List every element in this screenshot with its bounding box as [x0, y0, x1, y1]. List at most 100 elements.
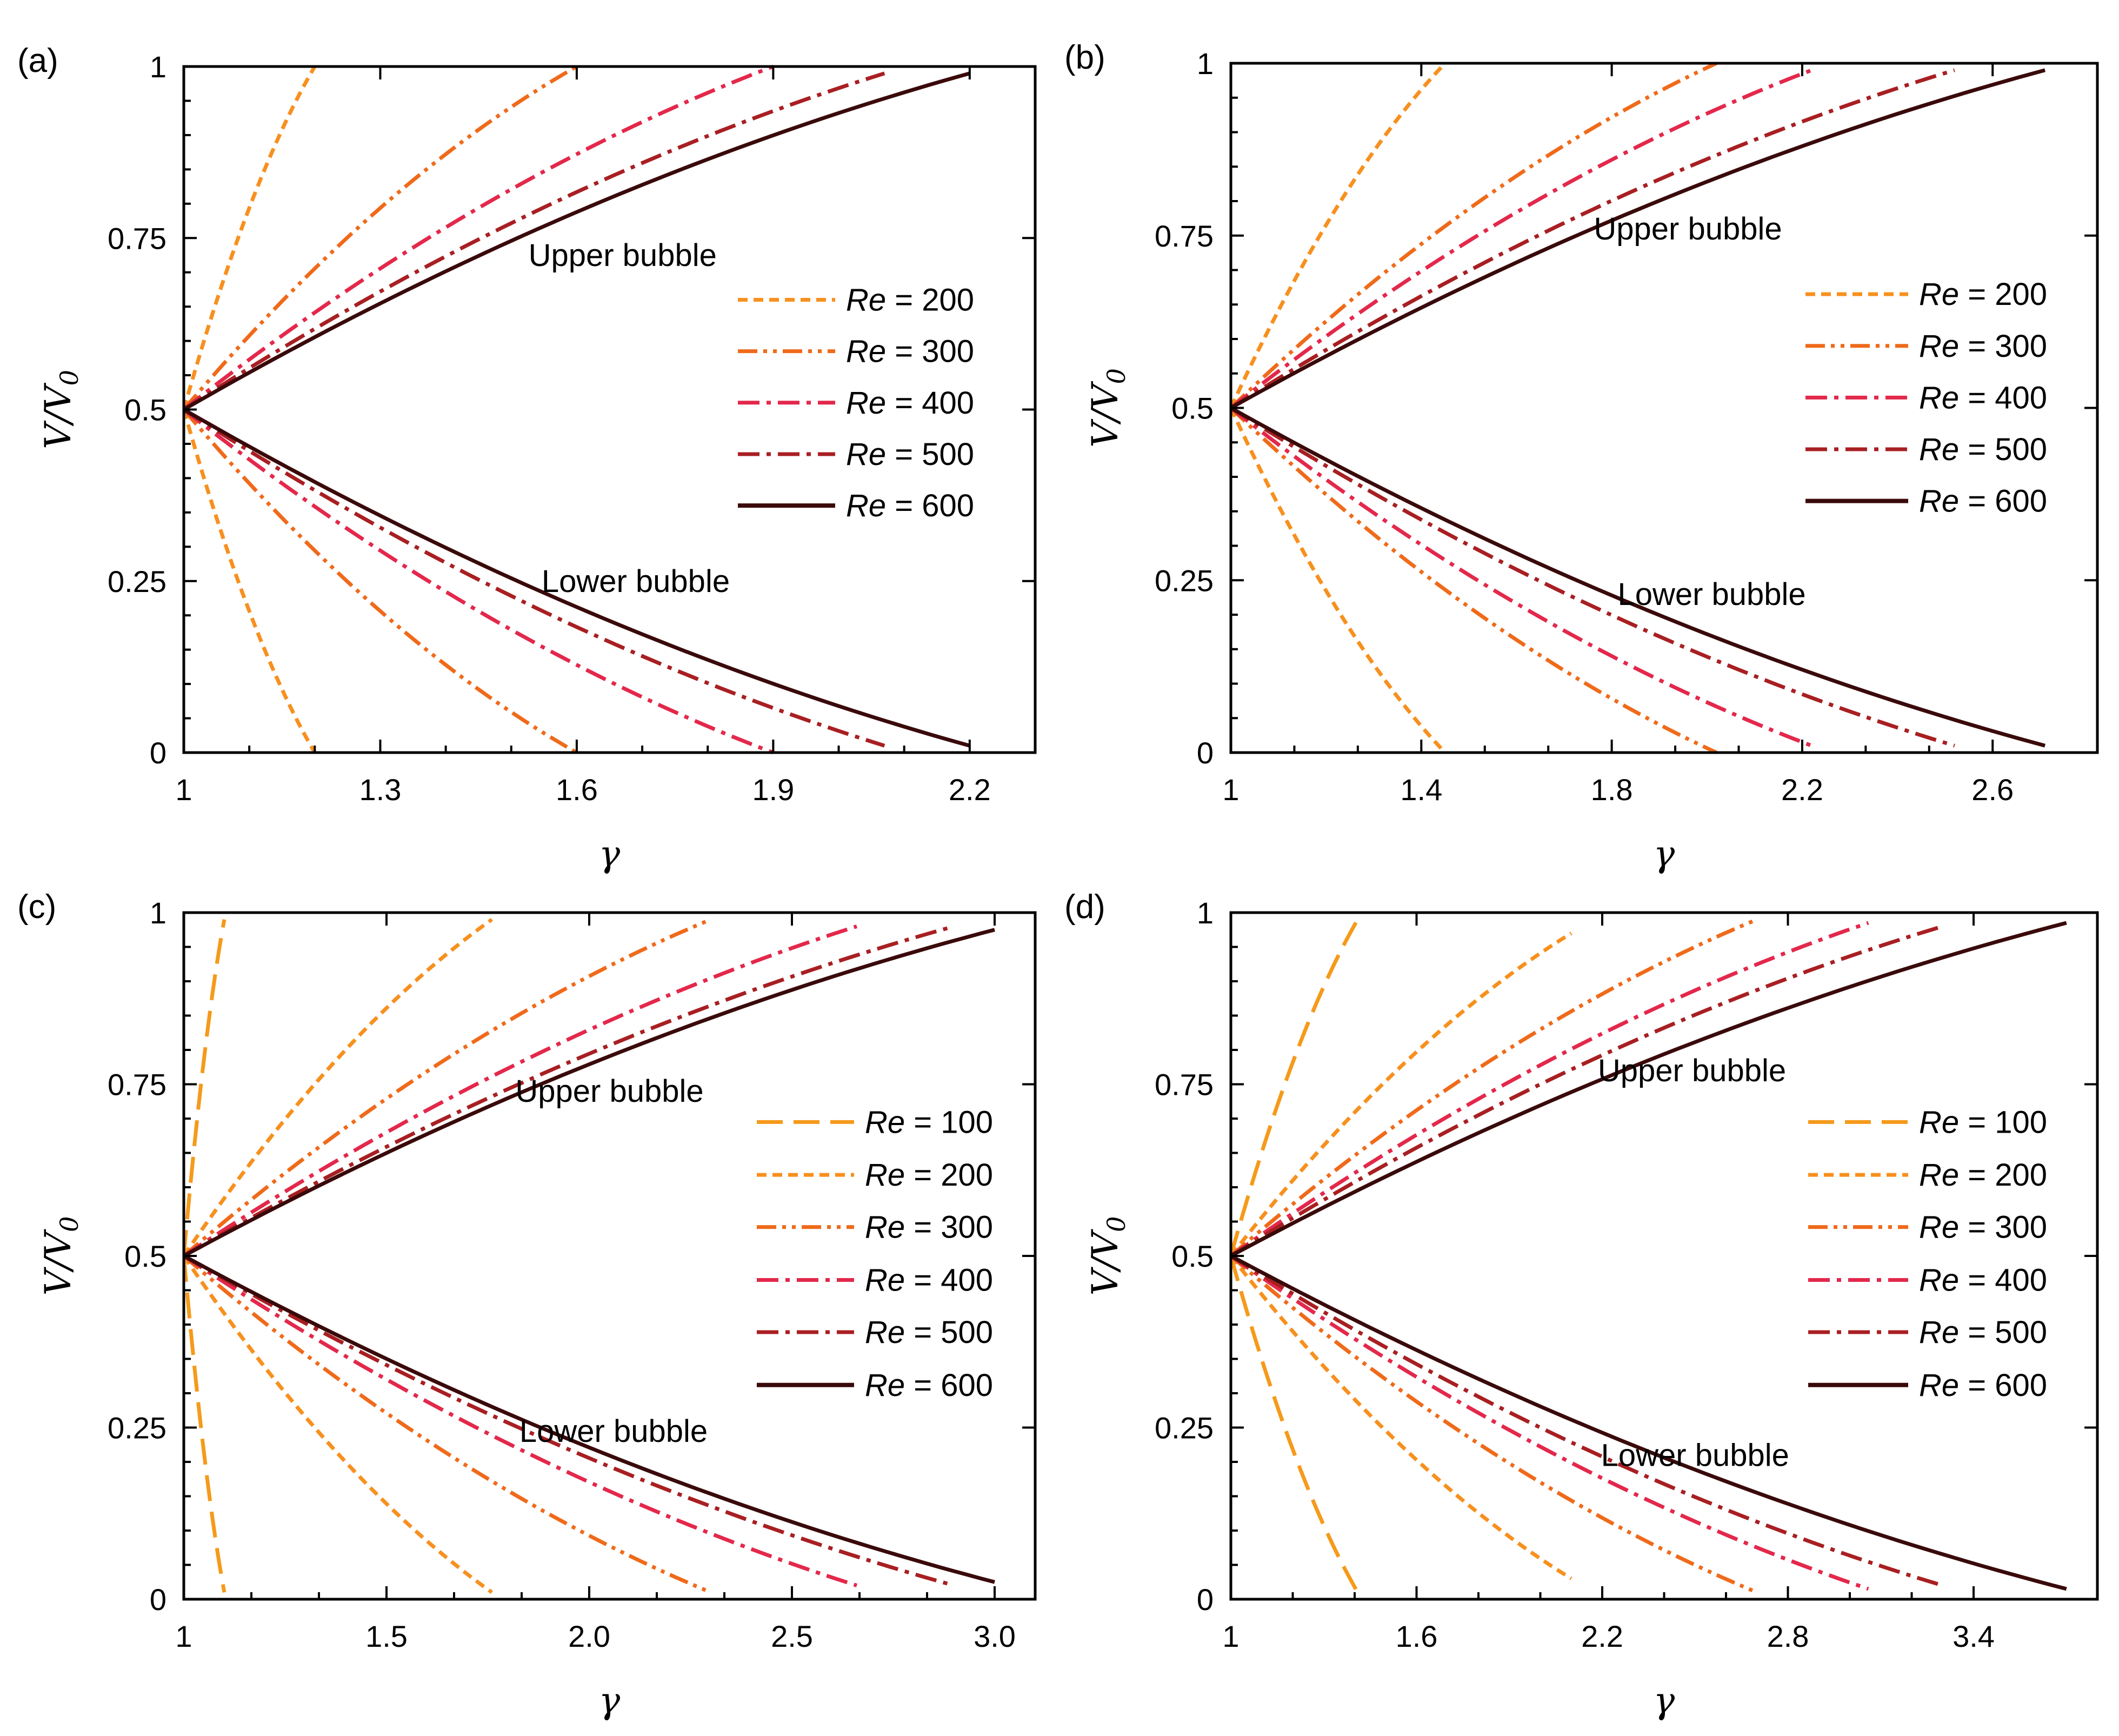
legend-label-re100: Re = 100: [1919, 1105, 2047, 1140]
series-re100-upper-curve: [1231, 918, 1360, 1256]
series-re500-upper-curve: [184, 924, 955, 1258]
series-re400-lower-curve: [1231, 406, 1813, 748]
legend: Re = 100 Re = 200 Re = 300 Re = 400 Re = 500…: [1808, 1105, 2047, 1403]
y-tick-label: 0: [1197, 1582, 1214, 1617]
y-tick-label: 0: [1197, 736, 1214, 770]
legend: Re = 200 Re = 300 Re = 400 Re = 500 Re = 600: [738, 282, 974, 523]
series-re600-upper-curve: [184, 71, 970, 411]
series-re500-upper-curve: [184, 71, 885, 411]
series-re200-upper-curve: [1231, 62, 1447, 409]
legend-label-re300: Re = 300: [1919, 329, 2047, 364]
series-re400-lower-curve: [184, 408, 774, 755]
plot-frame: [182, 911, 1037, 1601]
series-re200-upper-curve: [184, 65, 317, 410]
series-re300-lower-curve: [184, 1254, 712, 1594]
panel-a: 1 1.3 1.6 1.9 2.2 0 0.25 0.5 0.75 1 (a) γ V/V0 Upper …: [17, 42, 1037, 875]
x-axis-label: γ: [1654, 1680, 1675, 1721]
lower-bubble-annotation: Lower bubble: [1601, 1438, 1789, 1473]
legend-label-re500: Re = 500: [1919, 1315, 2047, 1350]
y-tick-label: 0.75: [1155, 219, 1214, 253]
legend-label-re300: Re = 300: [846, 334, 974, 369]
series-re100-lower-curve: [184, 1255, 226, 1593]
x-tick-label: 2.8: [1767, 1619, 1809, 1653]
x-axis-label: γ: [599, 833, 621, 875]
y-tick-label: 0.5: [124, 393, 166, 427]
series-re400-upper-curve: [184, 64, 774, 411]
series-re500-upper-curve: [1231, 68, 1955, 410]
series-re200-lower-curve: [184, 409, 317, 754]
panel-c: 1 1.5 2.0 2.5 3.0 0 0.25 0.5 0.75 1 (c) γ V/V0 Upper …: [17, 888, 1037, 1721]
x-tick-label: 2.0: [568, 1619, 610, 1653]
x-tick-label: 1.3: [359, 773, 402, 807]
series-re400-lower-curve: [184, 1254, 858, 1587]
y-tick-label: 0.5: [124, 1239, 166, 1273]
series-re500-lower-curve: [1231, 406, 1955, 748]
series-re400-upper-curve: [1231, 68, 1813, 410]
y-tick-label: 1: [1197, 46, 1214, 81]
legend-label-re200: Re = 200: [865, 1158, 993, 1193]
x-tick-label: 2.6: [1971, 773, 2014, 807]
series-re300-upper-curve: [184, 64, 578, 411]
series-re200-lower-curve: [1231, 407, 1447, 754]
series-re600-upper-curve: [1231, 921, 2067, 1258]
y-tick-label: 0.25: [1155, 1411, 1214, 1445]
y-tick-label: 0.75: [108, 1068, 166, 1102]
panel-d: 1 1.6 2.2 2.8 3.4 0 0.25 0.5 0.75 1 (d) γ V/V0 Upper …: [1064, 888, 2099, 1721]
series-re200-lower-curve: [184, 1255, 494, 1594]
upper-bubble-annotation: Upper bubble: [1594, 211, 1782, 247]
series-re500-lower-curve: [184, 1254, 955, 1587]
legend-label-re600: Re = 600: [1919, 1368, 2047, 1403]
x-tick-label: 1.5: [365, 1619, 408, 1653]
x-tick-label: 3.4: [1953, 1619, 1995, 1653]
y-tick-label: 0.75: [1155, 1068, 1214, 1102]
series-re400-upper-curve: [184, 924, 858, 1258]
x-tick-label: 1.6: [556, 773, 598, 807]
x-tick-label: 1: [175, 1619, 192, 1653]
series-re500-lower-curve: [1231, 1254, 1943, 1587]
x-tick-label: 1.4: [1400, 773, 1442, 807]
legend: Re = 200 Re = 300 Re = 400 Re = 500 Re = 600: [1805, 277, 2047, 519]
x-tick-label: 1.6: [1396, 1619, 1438, 1653]
legend-label-re600: Re = 600: [865, 1368, 993, 1403]
series-re600-upper-curve: [1231, 68, 2046, 410]
series-re200-upper-curve: [184, 917, 494, 1257]
series-re300-lower-curve: [1231, 406, 1717, 755]
y-axis-label: V/V0: [37, 1216, 84, 1296]
legend-label-re200: Re = 200: [846, 282, 974, 317]
legend-label-re100: Re = 100: [865, 1105, 993, 1140]
series-re400-upper-curve: [1231, 921, 1869, 1258]
legend-label-re600: Re = 600: [846, 488, 974, 523]
upper-bubble-annotation: Upper bubble: [1598, 1053, 1786, 1088]
plot-frame: [1229, 911, 2099, 1601]
y-tick-label: 0.25: [108, 1411, 166, 1445]
x-tick-label: 2.5: [771, 1619, 813, 1653]
series-re300-upper-curve: [1231, 61, 1717, 410]
series-re300-upper-curve: [184, 917, 712, 1258]
series-re100-lower-curve: [1231, 1255, 1360, 1594]
legend-label-re300: Re = 300: [1919, 1210, 2047, 1245]
series-re500-upper-curve: [1231, 924, 1943, 1258]
upper-bubble-annotation: Upper bubble: [529, 238, 717, 273]
legend-label-re200: Re = 200: [1919, 1158, 2047, 1193]
legend: Re = 100 Re = 200 Re = 300 Re = 400 Re = 500…: [757, 1105, 993, 1403]
y-tick-label: 0.25: [108, 564, 166, 598]
panel-b: 1 1.4 1.8 2.2 2.6 0 0.25 0.5 0.75 1 (b) γ V/V0 Upper …: [1064, 39, 2099, 875]
lower-bubble-annotation: Lower bubble: [1617, 577, 1805, 612]
panel-label: (a): [17, 42, 58, 79]
x-tick-label: 1: [1222, 1619, 1239, 1653]
panel-label: (b): [1064, 39, 1105, 76]
y-tick-label: 1: [150, 896, 166, 930]
legend-label-re600: Re = 600: [1919, 484, 2047, 519]
y-tick-label: 0: [150, 1582, 166, 1617]
series-re300-upper-curve: [1231, 917, 1758, 1258]
y-tick-label: 1: [1197, 896, 1214, 930]
y-tick-label: 0.5: [1171, 1239, 1214, 1273]
x-tick-label: 2.2: [949, 773, 991, 807]
y-axis-label: V/V0: [1084, 1216, 1131, 1296]
y-tick-label: 0.5: [1171, 391, 1214, 425]
panel-label: (c): [17, 888, 56, 926]
legend-label-re500: Re = 500: [1919, 432, 2047, 467]
y-axis-label: V/V0: [1084, 368, 1131, 448]
x-tick-label: 3.0: [974, 1619, 1016, 1653]
